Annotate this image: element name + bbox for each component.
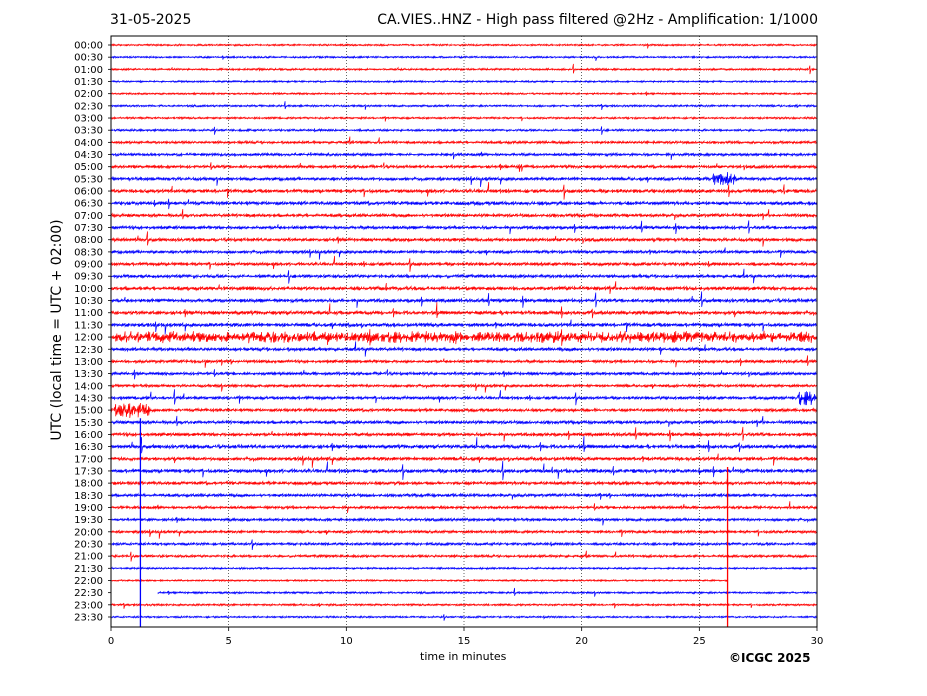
y-tick-label: 10:00 [74, 284, 103, 295]
y-tick-label: 17:30 [74, 466, 103, 477]
x-axis-label: time in minutes [420, 650, 507, 663]
y-tick-label: 13:30 [74, 369, 103, 380]
y-tick-label: 22:30 [74, 588, 103, 599]
x-tick-label: 25 [693, 636, 706, 647]
trace-row-2330 [110, 614, 818, 621]
y-tick-label: 12:00 [74, 333, 103, 344]
y-tick-label: 11:00 [74, 308, 103, 319]
copyright-label: ©ICGC 2025 [729, 651, 811, 665]
trace-row-0500 [110, 162, 818, 172]
y-tick-label: 07:00 [74, 211, 103, 222]
x-tick-label: 30 [811, 636, 824, 647]
y-tick-label: 22:00 [74, 576, 103, 587]
trace-row-0830 [110, 247, 818, 260]
trace-row-1930 [110, 516, 818, 526]
y-tick-label: 18:00 [74, 479, 103, 490]
y-tick-label: 10:30 [74, 296, 103, 307]
y-tick-label: 14:00 [74, 381, 103, 392]
x-tick-label: 0 [108, 636, 114, 647]
y-tick-label: 18:30 [74, 491, 103, 502]
y-tick-label: 01:00 [74, 65, 103, 76]
y-tick-label: 04:30 [74, 150, 103, 161]
y-tick-label: 12:30 [74, 345, 103, 356]
y-axis-label: UTC (local time = UTC + 02:00) [49, 219, 65, 441]
trace-row-2130 [110, 566, 818, 571]
trace-row-1300 [110, 355, 818, 368]
y-tick-label: 02:30 [74, 101, 103, 112]
traces-layer [110, 42, 818, 627]
y-tick-label: 20:00 [74, 527, 103, 538]
trace-row-2230 [157, 587, 818, 597]
y-tick-label: 13:00 [74, 357, 103, 368]
y-tick-label: 19:00 [74, 503, 103, 514]
x-tick-label: 20 [575, 636, 588, 647]
chart-title: CA.VIES..HNZ - High pass filtered @2Hz -… [377, 12, 818, 28]
y-tick-label: 15:30 [74, 418, 103, 429]
trace-row-1330 [110, 369, 818, 380]
y-tick-label: 17:00 [74, 454, 103, 465]
trace-row-2030 [110, 539, 818, 551]
trace-row-1430 [110, 389, 818, 406]
y-tick-label: 02:00 [74, 89, 103, 100]
y-tick-label: 23:30 [74, 612, 103, 623]
y-tick-label: 11:30 [74, 320, 103, 331]
y-tick-label: 19:30 [74, 515, 103, 526]
y-tick-label: 14:30 [74, 393, 103, 404]
y-tick-label: 05:30 [74, 174, 103, 185]
trace-row-0430 [110, 151, 818, 161]
trace-row-0330 [110, 126, 818, 135]
trace-row-1200 [110, 329, 818, 346]
trace-row-0800 [110, 231, 818, 247]
trace-row-2300 [110, 602, 818, 609]
y-tick-label: 03:30 [74, 126, 103, 137]
y-tick-label: 21:30 [74, 564, 103, 575]
y-tick-label: 09:30 [74, 272, 103, 283]
trace-row-1730 [110, 460, 818, 481]
y-tick-label: 06:30 [74, 199, 103, 210]
y-tick-label: 08:30 [74, 247, 103, 258]
y-tick-label: 15:00 [74, 406, 103, 417]
x-tick-label: 10 [340, 636, 353, 647]
trace-row-1030 [110, 291, 818, 308]
trace-row-1600 [110, 426, 818, 442]
trace-row-1800 [110, 476, 818, 487]
y-tick-label: 01:30 [74, 77, 103, 88]
y-tick-label: 23:00 [74, 600, 103, 611]
plot-frame [110, 35, 818, 628]
y-tick-label: 03:00 [74, 114, 103, 125]
gridlines-layer [228, 36, 700, 627]
y-tick-label: 09:00 [74, 260, 103, 271]
trace-row-1830 [110, 492, 818, 500]
y-tick-label: 07:30 [74, 223, 103, 234]
x-tick-labels: 0 5 10 15 20 25 30 [108, 627, 824, 647]
y-tick-label: 20:30 [74, 539, 103, 550]
trace-row-0700 [110, 208, 818, 221]
y-tick-label: 21:00 [74, 552, 103, 563]
y-tick-label: 08:00 [74, 235, 103, 246]
y-tick-label: 04:00 [74, 138, 103, 149]
trace-row-0400 [110, 136, 818, 146]
trace-row-0000 [110, 42, 818, 49]
date-label: 31-05-2025 [110, 12, 192, 28]
y-tick-label: 16:00 [74, 430, 103, 441]
y-tick-label: 00:00 [74, 41, 103, 52]
x-tick-label: 5 [225, 636, 231, 647]
y-tick-label: 06:00 [74, 187, 103, 198]
y-tick-label: 00:30 [74, 53, 103, 64]
y-tick-label: 16:30 [74, 442, 103, 453]
trace-row-2200 [110, 578, 728, 583]
y-tick-label: 05:00 [74, 162, 103, 173]
x-tick-label: 15 [458, 636, 471, 647]
trace-row-1400 [110, 382, 818, 393]
trace-row-1000 [110, 281, 818, 294]
